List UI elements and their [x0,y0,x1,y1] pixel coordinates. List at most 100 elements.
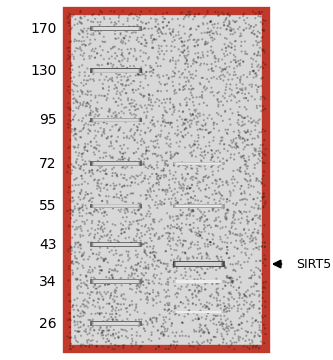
Point [90,212,95,218]
Point [176,144,182,149]
Point [251,28,256,33]
Point [149,138,154,144]
Point [240,140,245,145]
Point [238,43,244,49]
Point [128,175,133,181]
Point [97,304,102,310]
Point [150,40,155,46]
Point [236,133,242,139]
Point [121,135,127,141]
Point [213,63,218,69]
Point [129,264,134,269]
Point [156,72,161,78]
Point [202,329,207,335]
Point [259,176,265,182]
Point [112,69,117,75]
Bar [91,161,142,166]
Point [156,145,162,150]
Point [133,267,139,273]
Point [78,19,83,25]
Point [185,197,190,202]
Point [186,207,191,213]
Point [242,162,247,168]
Point [138,26,144,32]
Point [120,280,125,286]
Point [176,234,181,240]
Point [182,67,188,72]
Point [169,252,174,258]
Point [152,220,157,225]
Point [242,293,248,298]
Point [78,46,83,52]
Point [93,93,98,99]
Point [237,15,242,21]
Point [205,175,210,181]
Point [164,281,169,287]
Point [167,311,172,316]
Point [109,77,115,82]
Point [145,320,150,325]
Point [89,289,94,295]
Point [129,190,135,196]
Point [258,339,263,345]
Point [203,270,208,276]
Point [133,339,139,345]
Point [119,333,125,339]
Point [75,240,80,246]
Point [170,192,175,198]
Point [144,113,149,119]
Point [192,43,197,49]
Point [233,210,238,216]
Point [138,201,143,206]
Point [202,202,207,208]
Point [108,228,113,234]
Point [96,296,101,302]
Point [119,102,125,107]
Point [78,232,83,238]
Point [185,162,190,167]
Bar [94,322,139,325]
Point [156,327,161,333]
Point [108,118,113,124]
Point [263,146,268,152]
Point [169,74,175,80]
Point [234,200,239,206]
Point [248,131,253,137]
Point [239,123,244,129]
Point [222,239,227,245]
Point [127,302,133,308]
Point [140,339,146,345]
Point [109,67,114,73]
Point [86,101,91,107]
Point [154,272,160,278]
Point [109,267,115,273]
Point [65,333,70,339]
Point [130,302,135,307]
Point [98,279,104,285]
Point [241,156,247,161]
Point [239,240,244,246]
Point [148,15,154,21]
Text: 72: 72 [39,157,57,171]
Point [257,323,262,328]
Point [243,85,248,91]
Point [255,195,260,201]
Point [261,27,267,33]
Point [253,148,258,154]
Point [182,250,187,256]
Point [176,29,181,35]
Point [120,8,125,14]
Point [91,71,96,77]
Point [80,28,86,34]
Point [166,177,172,183]
Point [145,156,150,162]
Point [169,120,174,126]
Point [141,159,147,165]
Point [157,236,162,242]
Point [214,178,219,184]
Point [108,238,113,244]
Point [100,85,106,91]
Point [225,280,231,286]
Point [220,225,225,230]
Point [125,58,130,64]
